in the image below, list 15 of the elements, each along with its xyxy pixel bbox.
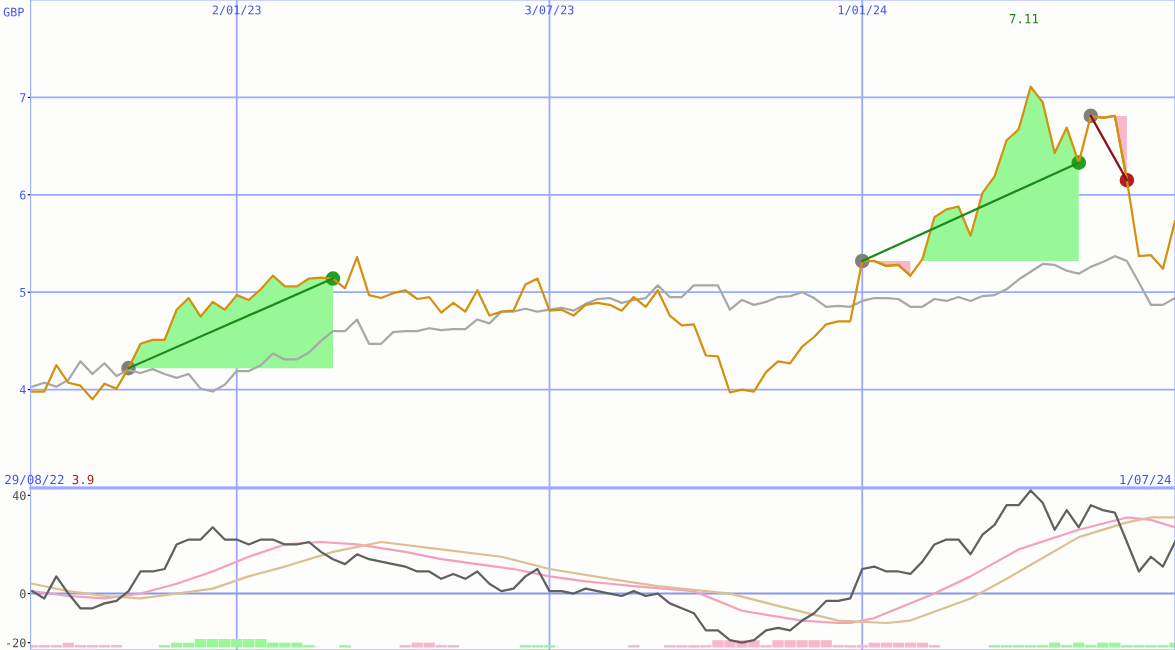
annotation: 7.11	[1009, 14, 1039, 24]
y-axis-title: GBP	[3, 7, 24, 17]
x-tick-label: 2/01/23	[212, 5, 261, 16]
y-tick-label: 40	[12, 491, 26, 501]
annotation: 29/08/22	[5, 474, 64, 486]
annotation: 1/07/24	[1120, 474, 1171, 486]
y-tick-label: 0	[20, 589, 26, 599]
y-tick-label: 4	[19, 385, 26, 395]
x-tick-label: 1/01/24	[838, 5, 887, 16]
y-tick-label: 5	[20, 288, 26, 297]
y-tick-label: 7	[20, 93, 26, 102]
x-tick-label: 3/07/23	[525, 5, 574, 16]
y-tick-label: -20	[7, 638, 26, 648]
annotation: 3.9	[72, 474, 94, 485]
y-tick-label: 6	[20, 190, 26, 200]
